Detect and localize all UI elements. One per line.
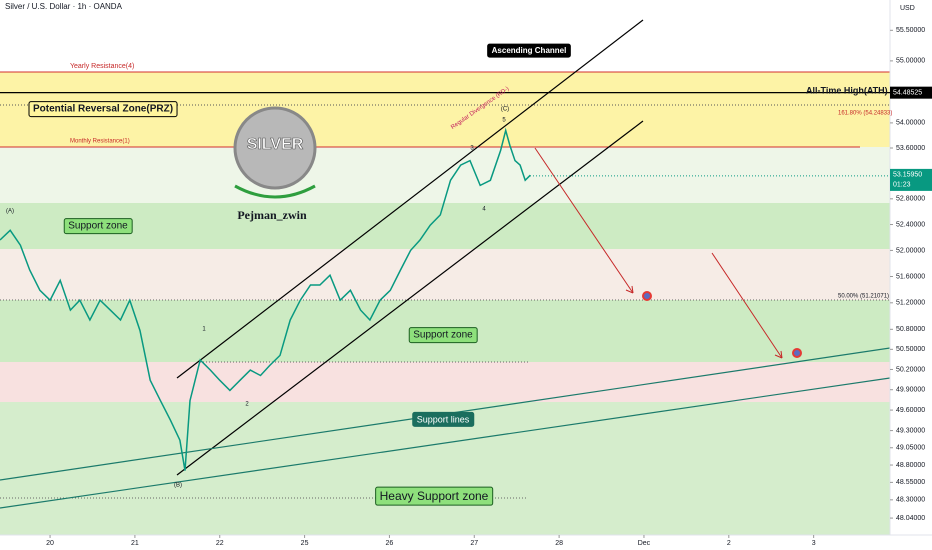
x-tick-label: 26: [386, 540, 394, 547]
y-tick-label: 48.30000: [896, 497, 925, 504]
annotation: SILVER: [247, 136, 304, 153]
annotation: 3: [470, 146, 474, 152]
annotation: (C): [501, 107, 509, 113]
annotation-box: [28, 101, 178, 118]
x-tick-label: 27: [470, 540, 478, 547]
ath-label: 54.48525: [893, 90, 922, 97]
annotation: Heavy Support zone: [380, 489, 489, 503]
annotation: Yearly Resistance(4): [70, 63, 134, 70]
axis-unit: USD: [900, 5, 915, 12]
y-tick-label: 49.05000: [896, 445, 925, 452]
annotation: Monthly Resistance(1): [70, 139, 130, 145]
annotation: (B): [174, 483, 182, 489]
annotation: 4: [482, 207, 486, 213]
last-price-badge: [890, 168, 932, 191]
annotation: Ascending Channel: [492, 46, 567, 55]
y-tick-label: 54.00000: [896, 120, 925, 127]
arrow: [534, 147, 634, 294]
annotation: 161.80% (54.24833): [838, 111, 892, 117]
x-tick-label: 2: [727, 540, 731, 547]
y-tick-label: 53.60000: [896, 145, 925, 152]
y-tick-label: 48.04000: [896, 515, 925, 522]
y-tick-label: 50.50000: [896, 346, 925, 353]
annotation: 5: [502, 118, 506, 124]
y-tick-label: 52.80000: [896, 196, 925, 203]
x-tick-label: 3: [812, 540, 816, 547]
x-tick-label: 25: [301, 540, 309, 547]
target-marker: [792, 348, 802, 358]
channel-lower: [176, 120, 644, 476]
annotation: 50.00% (51.21071): [838, 294, 889, 300]
zone-band: [0, 249, 890, 300]
y-tick-label: 52.00000: [896, 247, 925, 254]
x-tick-label: 28: [555, 540, 563, 547]
arrow-head: [625, 285, 634, 294]
countdown: 01:23: [893, 182, 911, 189]
zone-band: [0, 147, 890, 203]
annotation: 2: [245, 402, 249, 408]
y-tick-label: 50.20000: [896, 366, 925, 373]
y-tick-label: 48.80000: [896, 462, 925, 469]
target-marker: [642, 291, 652, 301]
y-tick-label: 49.90000: [896, 387, 925, 394]
annotation: All-Time High(ATH): [806, 85, 888, 95]
x-tick-label: 20: [46, 540, 54, 547]
y-tick-label: 55.00000: [896, 58, 925, 65]
y-tick-label: 52.40000: [896, 221, 925, 228]
support-line: [0, 377, 891, 509]
annotation: (A): [6, 209, 14, 215]
annotation: Support zone: [413, 330, 473, 341]
logo-smile: [234, 184, 316, 199]
annotation: Support zone: [68, 221, 128, 232]
support-band: [0, 203, 890, 249]
annotation-box: [487, 43, 571, 58]
arrow-head: [774, 350, 783, 359]
channel-upper: [176, 19, 644, 379]
annotation: Support lines: [417, 414, 470, 424]
annotation: Potential Reversal Zone(PRZ): [33, 104, 173, 115]
y-tick-label: 49.30000: [896, 427, 925, 434]
y-tick-label: 48.55000: [896, 479, 925, 486]
x-tick-label: Dec: [638, 540, 651, 547]
arrow: [711, 252, 783, 359]
y-tick-label: 49.60000: [896, 407, 925, 414]
annotation-box: [63, 218, 133, 235]
x-tick-label: 21: [131, 540, 139, 547]
y-tick-label: 51.20000: [896, 300, 925, 307]
annotation-box: [375, 486, 494, 506]
price-line: [0, 127, 531, 471]
annotation: 1: [202, 327, 206, 333]
annotation-box: [408, 327, 478, 344]
last-price-label: 53.15950: [893, 172, 922, 179]
y-tick-label: 51.60000: [896, 273, 925, 280]
x-tick-label: 22: [216, 540, 224, 547]
annotation-box: [412, 411, 475, 427]
chart-title: Silver / U.S. Dollar · 1h · OANDA: [5, 2, 123, 11]
y-tick-label: 50.80000: [896, 326, 925, 333]
annotation: Pejman_zwin: [237, 208, 307, 222]
ath-badge: [890, 86, 932, 99]
y-tick-label: 55.50000: [896, 27, 925, 34]
silver-logo: [233, 106, 317, 190]
